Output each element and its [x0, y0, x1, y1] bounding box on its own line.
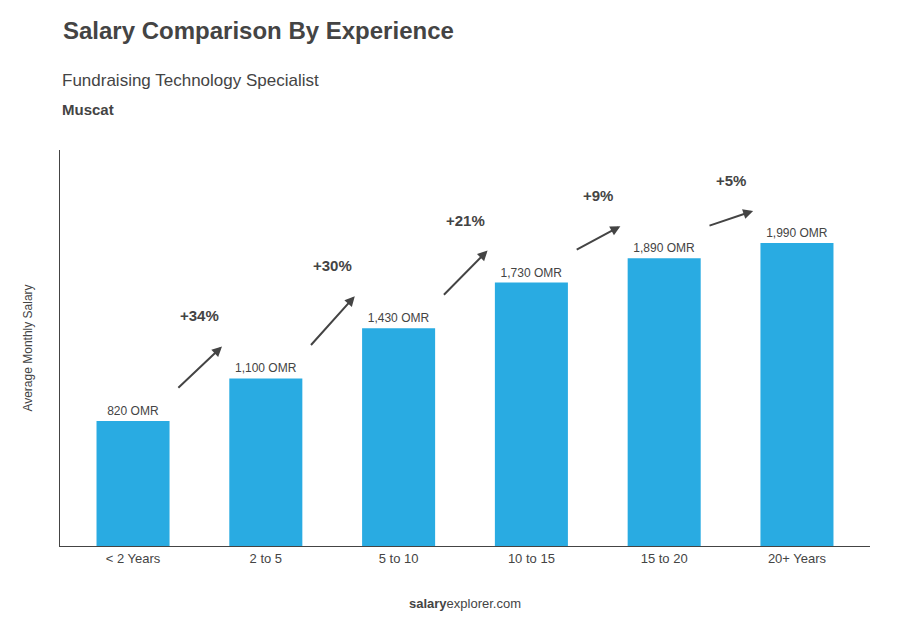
svg-text:salaryexplorer.com: salaryexplorer.com — [409, 596, 521, 611]
svg-text:1,890 OMR: 1,890 OMR — [633, 241, 695, 255]
svg-text:Salary Comparison By Experienc: Salary Comparison By Experience — [63, 17, 454, 44]
svg-text:< 2 Years: < 2 Years — [106, 551, 161, 566]
svg-text:+21%: +21% — [446, 212, 485, 229]
svg-text:5 to 10: 5 to 10 — [379, 551, 419, 566]
svg-text:15 to 20: 15 to 20 — [641, 551, 688, 566]
svg-text:1,990 OMR: 1,990 OMR — [766, 226, 828, 240]
svg-text:820 OMR: 820 OMR — [107, 404, 159, 418]
svg-text:+30%: +30% — [313, 257, 352, 274]
svg-text:Fundraising Technology Special: Fundraising Technology Specialist — [62, 71, 319, 90]
svg-text:20+ Years: 20+ Years — [768, 551, 827, 566]
svg-text:1,100 OMR: 1,100 OMR — [235, 361, 297, 375]
svg-text:1,430 OMR: 1,430 OMR — [368, 311, 430, 325]
svg-text:2 to 5: 2 to 5 — [250, 551, 283, 566]
svg-text:+9%: +9% — [583, 187, 613, 204]
svg-text:+34%: +34% — [180, 307, 219, 324]
svg-text:+5%: +5% — [716, 172, 746, 189]
svg-text:Average Monthly Salary: Average Monthly Salary — [21, 284, 35, 411]
svg-text:1,730 OMR: 1,730 OMR — [501, 266, 563, 280]
svg-text:10 to 15: 10 to 15 — [508, 551, 555, 566]
svg-text:Muscat: Muscat — [62, 101, 114, 118]
